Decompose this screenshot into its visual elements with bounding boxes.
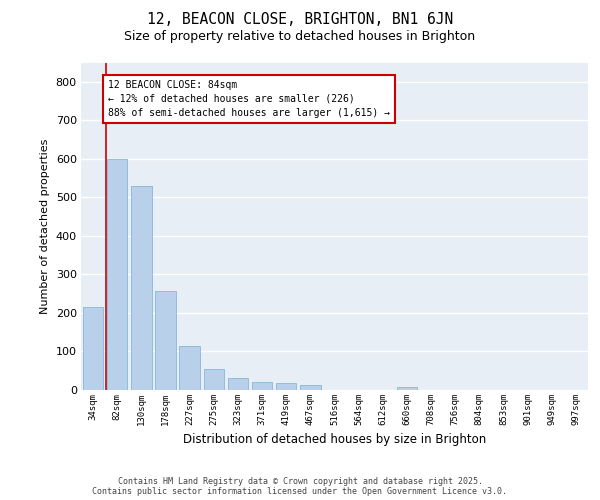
Text: Size of property relative to detached houses in Brighton: Size of property relative to detached ho… [124,30,476,43]
Bar [276,383,296,390]
Bar [179,346,200,390]
Text: Contains HM Land Registry data © Crown copyright and database right 2025.
Contai: Contains HM Land Registry data © Crown c… [92,476,508,496]
Bar [300,385,320,390]
Bar [203,369,224,390]
Bar [252,382,272,390]
Y-axis label: Number of detached properties: Number of detached properties [40,138,50,314]
Bar [227,378,248,390]
X-axis label: Distribution of detached houses by size in Brighton: Distribution of detached houses by size … [183,434,486,446]
Bar [83,307,103,390]
Bar [155,290,176,390]
Text: 12, BEACON CLOSE, BRIGHTON, BN1 6JN: 12, BEACON CLOSE, BRIGHTON, BN1 6JN [147,12,453,28]
Bar [107,159,127,390]
Bar [131,186,152,390]
Bar [397,387,417,390]
Text: 12 BEACON CLOSE: 84sqm
← 12% of detached houses are smaller (226)
88% of semi-de: 12 BEACON CLOSE: 84sqm ← 12% of detached… [108,80,390,118]
